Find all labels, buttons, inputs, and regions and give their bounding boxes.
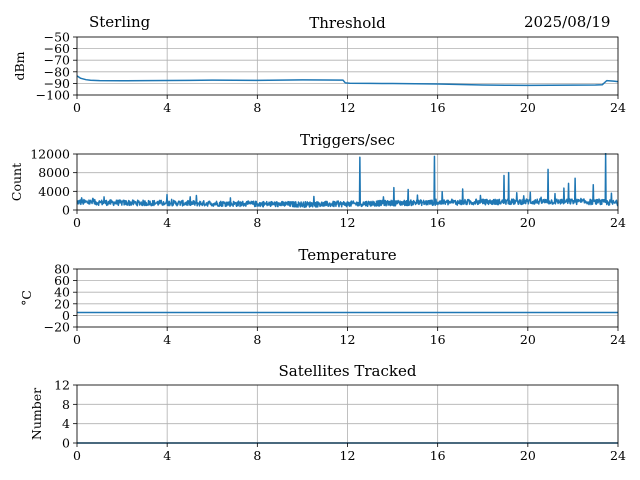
- x-tick-label: 12: [340, 215, 356, 230]
- x-tick-label: 16: [430, 332, 446, 347]
- y-tick-label: 12000: [30, 147, 70, 162]
- y-tick-label: −80: [44, 64, 70, 79]
- y-tick-label: −50: [44, 30, 70, 45]
- y-axis-label: °C: [19, 290, 34, 306]
- x-tick-label: 4: [163, 215, 171, 230]
- x-tick-label: 0: [73, 332, 81, 347]
- x-tick-label: 12: [340, 448, 356, 463]
- x-tick-label: 8: [253, 448, 261, 463]
- chart-title: Threshold: [309, 14, 386, 32]
- data-series-line: [77, 75, 618, 87]
- y-axis-label: dBm: [12, 51, 27, 80]
- x-tick-label: 0: [73, 100, 81, 115]
- y-tick-label: 0: [62, 203, 70, 218]
- chart-title: Triggers/sec: [300, 131, 395, 149]
- y-tick-label: 20: [54, 296, 70, 311]
- y-axis-label: Count: [9, 163, 24, 201]
- y-tick-label: 8: [62, 397, 70, 412]
- chart-panel-2: Triggers/sec 0 4 8 12 16 20 24 0 4000 8000 12000 Cou…: [9, 131, 626, 230]
- y-tick-label: 40: [54, 285, 70, 300]
- y-tick-label: 80: [54, 262, 70, 277]
- x-tick-label: 24: [610, 448, 626, 463]
- y-tick-label: 0: [62, 308, 70, 323]
- y-tick-label: 60: [54, 273, 70, 288]
- x-tick-label: 12: [340, 332, 356, 347]
- y-tick-label: −60: [44, 41, 70, 56]
- x-tick-label: 4: [163, 448, 171, 463]
- x-tick-label: 16: [430, 215, 446, 230]
- y-tick-label: −100: [36, 88, 70, 103]
- x-tick-label: 8: [253, 215, 261, 230]
- chart-panel-4: Satellites Tracked 0 4 8 12 16 20 24 0 4 8 12 Number: [29, 362, 626, 463]
- y-tick-label: −90: [44, 76, 70, 91]
- chart-title: Temperature: [298, 246, 396, 264]
- data-series-line: [77, 153, 618, 208]
- chart-title: Satellites Tracked: [279, 362, 417, 380]
- x-tick-label: 24: [610, 215, 626, 230]
- y-tick-label: 0: [62, 436, 70, 451]
- x-tick-label: 20: [520, 448, 536, 463]
- x-tick-label: 0: [73, 215, 81, 230]
- x-tick-label: 24: [610, 332, 626, 347]
- x-tick-label: 20: [520, 100, 536, 115]
- date-label: 2025/08/19: [524, 13, 611, 31]
- x-tick-label: 20: [520, 332, 536, 347]
- y-axis-label: Number: [29, 388, 44, 440]
- y-tick-label: 4: [62, 416, 70, 431]
- y-tick-label: −70: [44, 53, 70, 68]
- x-tick-label: 4: [163, 332, 171, 347]
- y-tick-label: 8000: [38, 165, 70, 180]
- x-tick-label: 4: [163, 100, 171, 115]
- site-label: Sterling: [89, 13, 151, 31]
- y-tick-label: 4000: [38, 184, 70, 199]
- chart-panel-1: Threshold 0 4 8 12 16 20 24 −100−90−80−70−60−50 d…: [12, 14, 626, 115]
- x-tick-label: 16: [430, 100, 446, 115]
- x-tick-label: 8: [253, 100, 261, 115]
- x-tick-label: 20: [520, 215, 536, 230]
- x-tick-label: 0: [73, 448, 81, 463]
- x-tick-label: 16: [430, 448, 446, 463]
- x-tick-label: 8: [253, 332, 261, 347]
- y-tick-label: 12: [54, 378, 70, 393]
- y-tick-label: −20: [44, 320, 70, 335]
- x-tick-label: 12: [340, 100, 356, 115]
- x-tick-label: 24: [610, 100, 626, 115]
